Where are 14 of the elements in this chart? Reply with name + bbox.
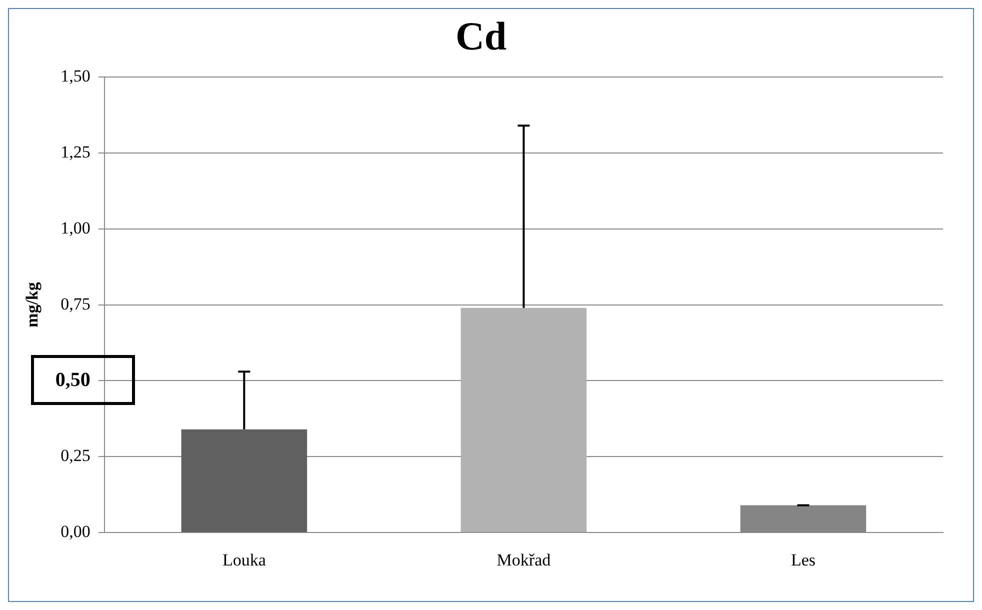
y-tick-label: 1,00	[60, 218, 90, 238]
y-tick-label: 1,25	[60, 142, 90, 162]
y-tick-label: 1,50	[60, 66, 90, 86]
bar	[460, 308, 587, 532]
y-tick-label: 0,25	[60, 446, 90, 466]
y-tick-label: 0,50	[55, 368, 90, 391]
chart-title: Cd	[455, 13, 507, 58]
y-tick-label: 0,75	[60, 294, 90, 314]
bar	[181, 429, 308, 532]
x-tick-label: Louka	[222, 550, 266, 570]
y-axis-title: mg/kg	[22, 282, 42, 328]
y-tick-label: 0,00	[60, 522, 90, 542]
x-tick-label: Les	[790, 550, 816, 570]
x-tick-label: Mokřad	[496, 550, 552, 570]
